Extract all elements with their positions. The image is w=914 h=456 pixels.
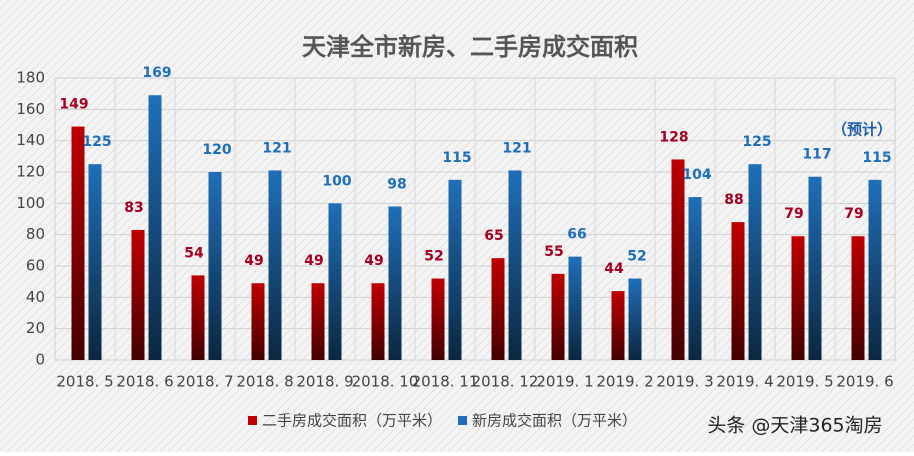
value-label: 100	[322, 173, 351, 189]
value-label: 52	[627, 249, 646, 265]
value-label: 125	[82, 134, 111, 150]
value-label: 65	[484, 228, 503, 244]
y-tick-label: 0	[35, 351, 45, 369]
bar	[191, 275, 205, 360]
bar	[371, 283, 385, 360]
value-label: 121	[502, 140, 531, 156]
bar	[671, 159, 685, 360]
bar	[388, 206, 402, 360]
value-label: 121	[262, 140, 291, 156]
x-tick-label: 2018. 9	[296, 373, 353, 391]
x-tick-label: 2018. 5	[56, 373, 113, 391]
value-label: 79	[784, 206, 803, 222]
value-label: 115	[862, 150, 891, 166]
x-tick-label: 2018. 6	[116, 373, 173, 391]
y-tick-label: 100	[16, 194, 45, 212]
y-tick-label: 180	[16, 69, 45, 87]
bar	[88, 164, 102, 360]
x-tick-label: 2018. 8	[236, 373, 293, 391]
bar	[568, 256, 582, 360]
annotation: （预计）	[832, 121, 892, 139]
value-label: 49	[244, 253, 263, 269]
value-label: 44	[604, 261, 624, 277]
x-tick-label: 2018. 7	[176, 373, 233, 391]
value-label: 98	[387, 176, 406, 192]
x-tick-label: 2019. 6	[836, 373, 893, 391]
value-label: 52	[424, 249, 443, 265]
legend-label: 二手房成交面积（万平米）	[262, 412, 442, 430]
bar	[328, 203, 342, 360]
bar	[688, 197, 702, 360]
bar	[251, 283, 265, 360]
value-label: 54	[184, 245, 204, 261]
value-label: 115	[442, 150, 471, 166]
x-tick-label: 2019. 3	[656, 373, 713, 391]
bar	[311, 283, 325, 360]
value-label: 104	[682, 167, 711, 183]
bar	[868, 179, 882, 360]
x-tick-label: 2019. 2	[596, 373, 653, 391]
source: 头条 @天津365淘房	[707, 415, 882, 437]
x-tick-label: 2018. 11	[412, 373, 479, 391]
bar	[748, 164, 762, 360]
x-tick-label: 2018. 12	[472, 373, 539, 391]
bar	[491, 258, 505, 360]
y-tick-label: 160	[16, 100, 45, 118]
bar	[851, 236, 865, 360]
value-label: 117	[802, 147, 831, 163]
value-label: 49	[304, 253, 323, 269]
value-label: 169	[142, 65, 171, 81]
x-tick-label: 2019. 1	[536, 373, 593, 391]
y-tick-label: 140	[16, 131, 45, 149]
bar	[448, 179, 462, 360]
bar	[508, 170, 522, 360]
value-label: 125	[742, 134, 771, 150]
value-label: 120	[202, 142, 231, 158]
chart-title: 天津全市新房、二手房成交面积	[302, 33, 638, 61]
x-tick-label: 2018. 10	[352, 373, 419, 391]
legend-swatch	[248, 416, 257, 425]
value-label: 149	[59, 97, 88, 113]
bar	[551, 273, 565, 360]
y-tick-label: 120	[16, 163, 45, 181]
value-label: 49	[364, 253, 383, 269]
y-tick-label: 60	[26, 257, 45, 275]
bar	[71, 126, 85, 360]
value-label: 128	[659, 129, 688, 145]
y-tick-label: 20	[26, 319, 45, 337]
value-label: 88	[724, 192, 743, 208]
bar	[208, 172, 222, 360]
bar	[431, 278, 445, 360]
bar	[791, 236, 805, 360]
value-label: 55	[544, 244, 563, 260]
bar	[131, 229, 145, 360]
y-tick-label: 40	[26, 288, 45, 306]
legend-label: 新房成交面积（万平米）	[472, 412, 637, 430]
bar	[611, 291, 625, 360]
value-label: 79	[844, 206, 863, 222]
value-label: 66	[567, 227, 586, 243]
x-tick-label: 2019. 5	[776, 373, 833, 391]
x-tick-label: 2019. 4	[716, 373, 773, 391]
bar	[628, 278, 642, 360]
bar	[808, 176, 822, 360]
value-label: 83	[124, 200, 143, 216]
bar	[731, 222, 745, 360]
bar	[148, 95, 162, 360]
y-tick-label: 80	[26, 225, 45, 243]
legend-swatch	[458, 416, 468, 425]
bar	[268, 170, 282, 360]
